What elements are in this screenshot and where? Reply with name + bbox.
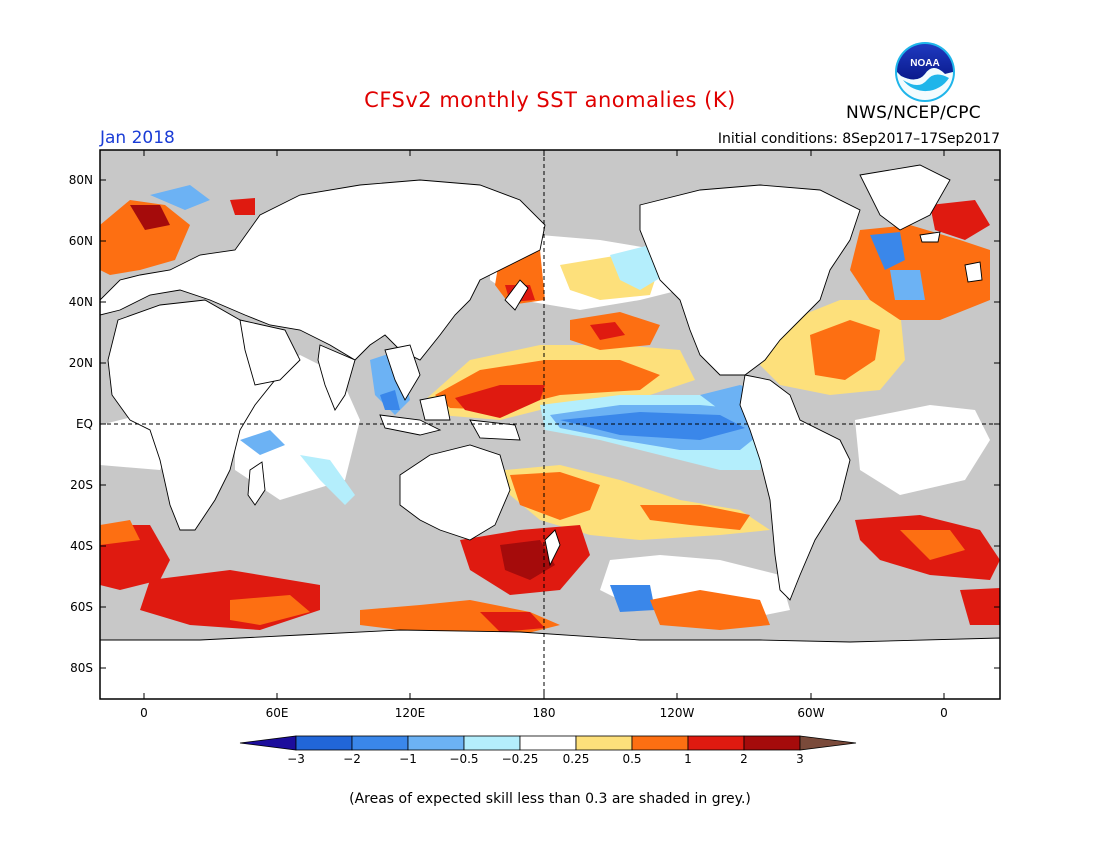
anomaly-cool-labrador [870,232,905,270]
land-iceland [919,231,941,243]
anomaly-hot-south-atlantic-east [960,588,1000,625]
colorbar-extend-high [799,735,857,751]
x-tick-marks [143,150,945,699]
noaa-logo: NOAA [895,42,955,102]
skill-footnote: (Areas of expected skill less than 0.3 a… [349,791,751,807]
noaa-logo-text: NOAA [910,58,939,69]
anomaly-hot-nordic [930,200,990,240]
y-tick-label: 40N [68,295,93,309]
x-tick-label: 180 [532,706,556,720]
anomaly-warm-north-atlantic [810,320,880,380]
anomaly-cool-southern-pacific [610,585,655,612]
valid-month-label: Jan 2018 [100,128,175,148]
land-japan [504,279,529,311]
anomaly-cool-indian-2 [300,455,355,505]
colorbar-bin [407,735,465,751]
colorbar-label: 0.25 [562,752,590,766]
colorbar-label: 2 [740,752,748,766]
anomaly-hot-nw-pacific [455,385,545,418]
anomaly-warm-south-pacific-2 [640,505,750,530]
initial-conditions-label: Initial conditions: 8Sep2017–17Sep2017 [717,131,1000,147]
y-tick-label: 80N [68,173,93,187]
anomaly-warm-southern-pacific [650,590,770,630]
anomaly-warm-south-pacific [510,472,600,520]
land-new-zealand [544,529,561,567]
land-sumatra-java [379,414,442,436]
colorbar-label: −0.25 [501,752,539,766]
colorbar-label: 1 [684,752,692,766]
anomaly-warm-south-indian-west [230,595,310,625]
anomaly-cool-labrador-2 [890,270,925,300]
y-tick-label: 20S [70,478,93,492]
anomaly-hottest-norwegian [130,205,170,230]
colorbar-label: −1 [399,752,417,766]
colorbar-bin [687,735,745,751]
anomaly-colder-eq-pacific [560,412,745,440]
chart-title: CFSv2 monthly SST anomalies (K) [0,88,1100,112]
colorbar-label: −0.5 [449,752,479,766]
land-south-america [739,374,851,601]
anomaly-fields [100,185,1000,635]
colorbar-bin [631,735,689,751]
chart-title-text: CFSv2 monthly SST anomalies (K) [364,88,736,112]
colorbar-label: −3 [287,752,305,766]
anomaly-colder-bay-bengal [380,390,400,410]
land-greenland [859,164,951,231]
anomaly-cool-barents [150,185,210,210]
y-tick-label: 60N [68,234,93,248]
colorbar-label: 3 [796,752,804,766]
y-tick-marks [100,179,1000,669]
x-tick-label: 0 [140,706,148,720]
land-new-guinea [469,419,521,441]
colorbar-extend-low [239,735,297,751]
y-tick-label: EQ [75,417,93,431]
land-madagascar [247,461,266,506]
anomaly-warm-north-atlantic-east [100,200,190,275]
x-tick-label: 120E [394,706,426,720]
y-tick-label: 20N [68,356,93,370]
anomaly-hot-southern-indian [480,612,545,632]
land-antarctica [100,629,1000,699]
y-tick-label: 40S [70,539,93,553]
land-masses [100,164,1000,699]
x-tick-label: 60E [265,706,289,720]
x-tick-label: 0 [940,706,948,720]
anomaly-hottest-tasman [500,540,555,580]
land-india [317,344,356,411]
x-tick-label: 120W [659,706,695,720]
y-tick-label: 80S [70,661,93,675]
y-tick-label: 60S [70,600,93,614]
land-eurasia [100,179,546,361]
anomaly-hot-kara [230,198,255,215]
land-arabia [239,319,301,386]
colorbar-label: 0.5 [622,752,642,766]
land-uk [964,261,983,283]
anomaly-hot-north-pacific [590,322,625,340]
x-tick-label: 60W [797,706,825,720]
colorbar-label: −2 [343,752,361,766]
colorbar-bin [575,735,633,751]
colorbar-bin [519,735,577,751]
land-indochina [384,344,421,401]
colorbar-bin [295,735,353,751]
colorbar-bin [463,735,521,751]
land-australia [399,444,511,541]
agency-label: NWS/NCEP/CPC [846,103,981,123]
land-north-america [639,184,861,376]
land-borneo [419,394,451,421]
colorbar-bin [743,735,801,751]
anomaly-neutral-atlantic [855,405,990,495]
anomaly-cool-indian [240,430,285,455]
colorbar-bin [351,735,409,751]
anomaly-warm-south-atlantic-west [100,520,140,545]
anomaly-warm-south-atlantic [900,530,965,560]
